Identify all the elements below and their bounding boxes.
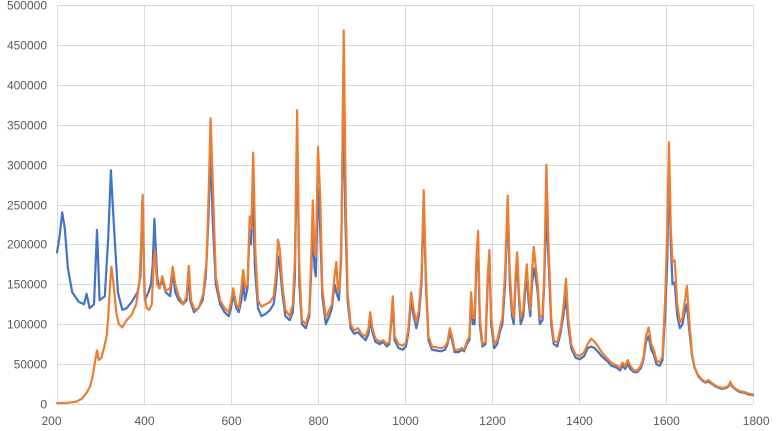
y-tick-label: 0	[40, 398, 47, 412]
x-gridlines	[57, 5, 754, 404]
y-tick-label: 350000	[7, 119, 47, 133]
y-gridlines	[57, 5, 753, 405]
x-tick-label: 800	[308, 414, 328, 428]
y-tick-label: 400000	[7, 79, 47, 93]
series-line-2	[55, 29, 755, 405]
x-tick-label: 1600	[653, 414, 680, 428]
y-tick-labels: 0 50000 100000 150000 200000 250000 300000 3500…	[7, 0, 47, 412]
x-tick-label: 1800	[743, 414, 770, 428]
y-tick-label: 500000	[7, 0, 47, 13]
y-tick-label: 200000	[7, 238, 47, 252]
x-tick-label: 1000	[392, 414, 419, 428]
y-tick-label: 100000	[7, 318, 47, 332]
y-tick-label: 300000	[7, 159, 47, 173]
y-tick-label: 450000	[7, 39, 47, 53]
series-lines	[55, 29, 755, 405]
y-tick-label: 250000	[7, 199, 47, 213]
y-tick-label: 50000	[14, 358, 48, 372]
x-tick-labels: 200 400 600 800 1000 1200 1400 1600 1800	[42, 414, 770, 428]
x-tick-label: 1400	[566, 414, 593, 428]
x-tick-label: 400	[134, 414, 154, 428]
x-tick-label: 1200	[479, 414, 506, 428]
x-tick-label: 200	[42, 414, 62, 428]
x-tick-label: 600	[221, 414, 241, 428]
y-tick-label: 150000	[7, 278, 47, 292]
